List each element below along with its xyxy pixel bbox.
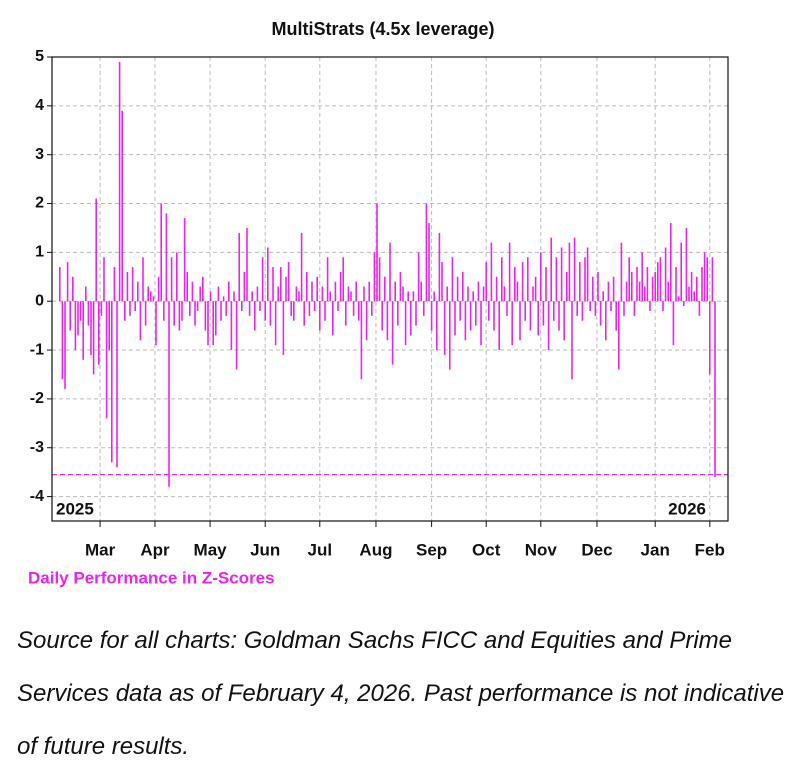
x-tick-label: Apr: [140, 540, 170, 559]
x-tick-label: Mar: [85, 540, 116, 559]
x-tick-label: Oct: [472, 540, 501, 559]
y-tick-label: -2: [30, 390, 44, 407]
chart-title: MultiStrats (4.5x leverage): [271, 19, 494, 39]
axis-label: Daily Performance in Z-Scores: [28, 568, 275, 587]
y-tick-label: -4: [30, 488, 44, 505]
x-tick-label: Sep: [416, 540, 447, 559]
year-label: 2025: [56, 499, 94, 518]
y-tick-label: -1: [30, 341, 44, 358]
y-tick-label: 1: [35, 244, 44, 261]
y-tick-label: 4: [35, 97, 44, 114]
x-tick-label: May: [194, 540, 228, 559]
x-tick-label: Dec: [581, 540, 612, 559]
x-tick-label: Feb: [695, 540, 725, 559]
x-tick-label: Nov: [525, 540, 558, 559]
chart: MultiStrats (4.5x leverage) Daily Perfor…: [28, 19, 729, 587]
y-tick-label: 0: [35, 292, 44, 309]
y-tick-label: 5: [35, 48, 44, 65]
y-tick-label: -3: [30, 439, 44, 456]
y-tick-label: 2: [35, 195, 44, 212]
source-note: Source for all charts: Goldman Sachs FIC…: [17, 627, 785, 760]
x-tick-label: Jul: [308, 540, 333, 559]
x-tick-label: Aug: [359, 540, 392, 559]
x-tick-label: Jun: [250, 540, 280, 559]
y-tick-label: 3: [35, 146, 44, 163]
x-tick-label: Jan: [641, 540, 670, 559]
plot-frame: [51, 56, 729, 522]
year-label: 2026: [668, 499, 706, 518]
